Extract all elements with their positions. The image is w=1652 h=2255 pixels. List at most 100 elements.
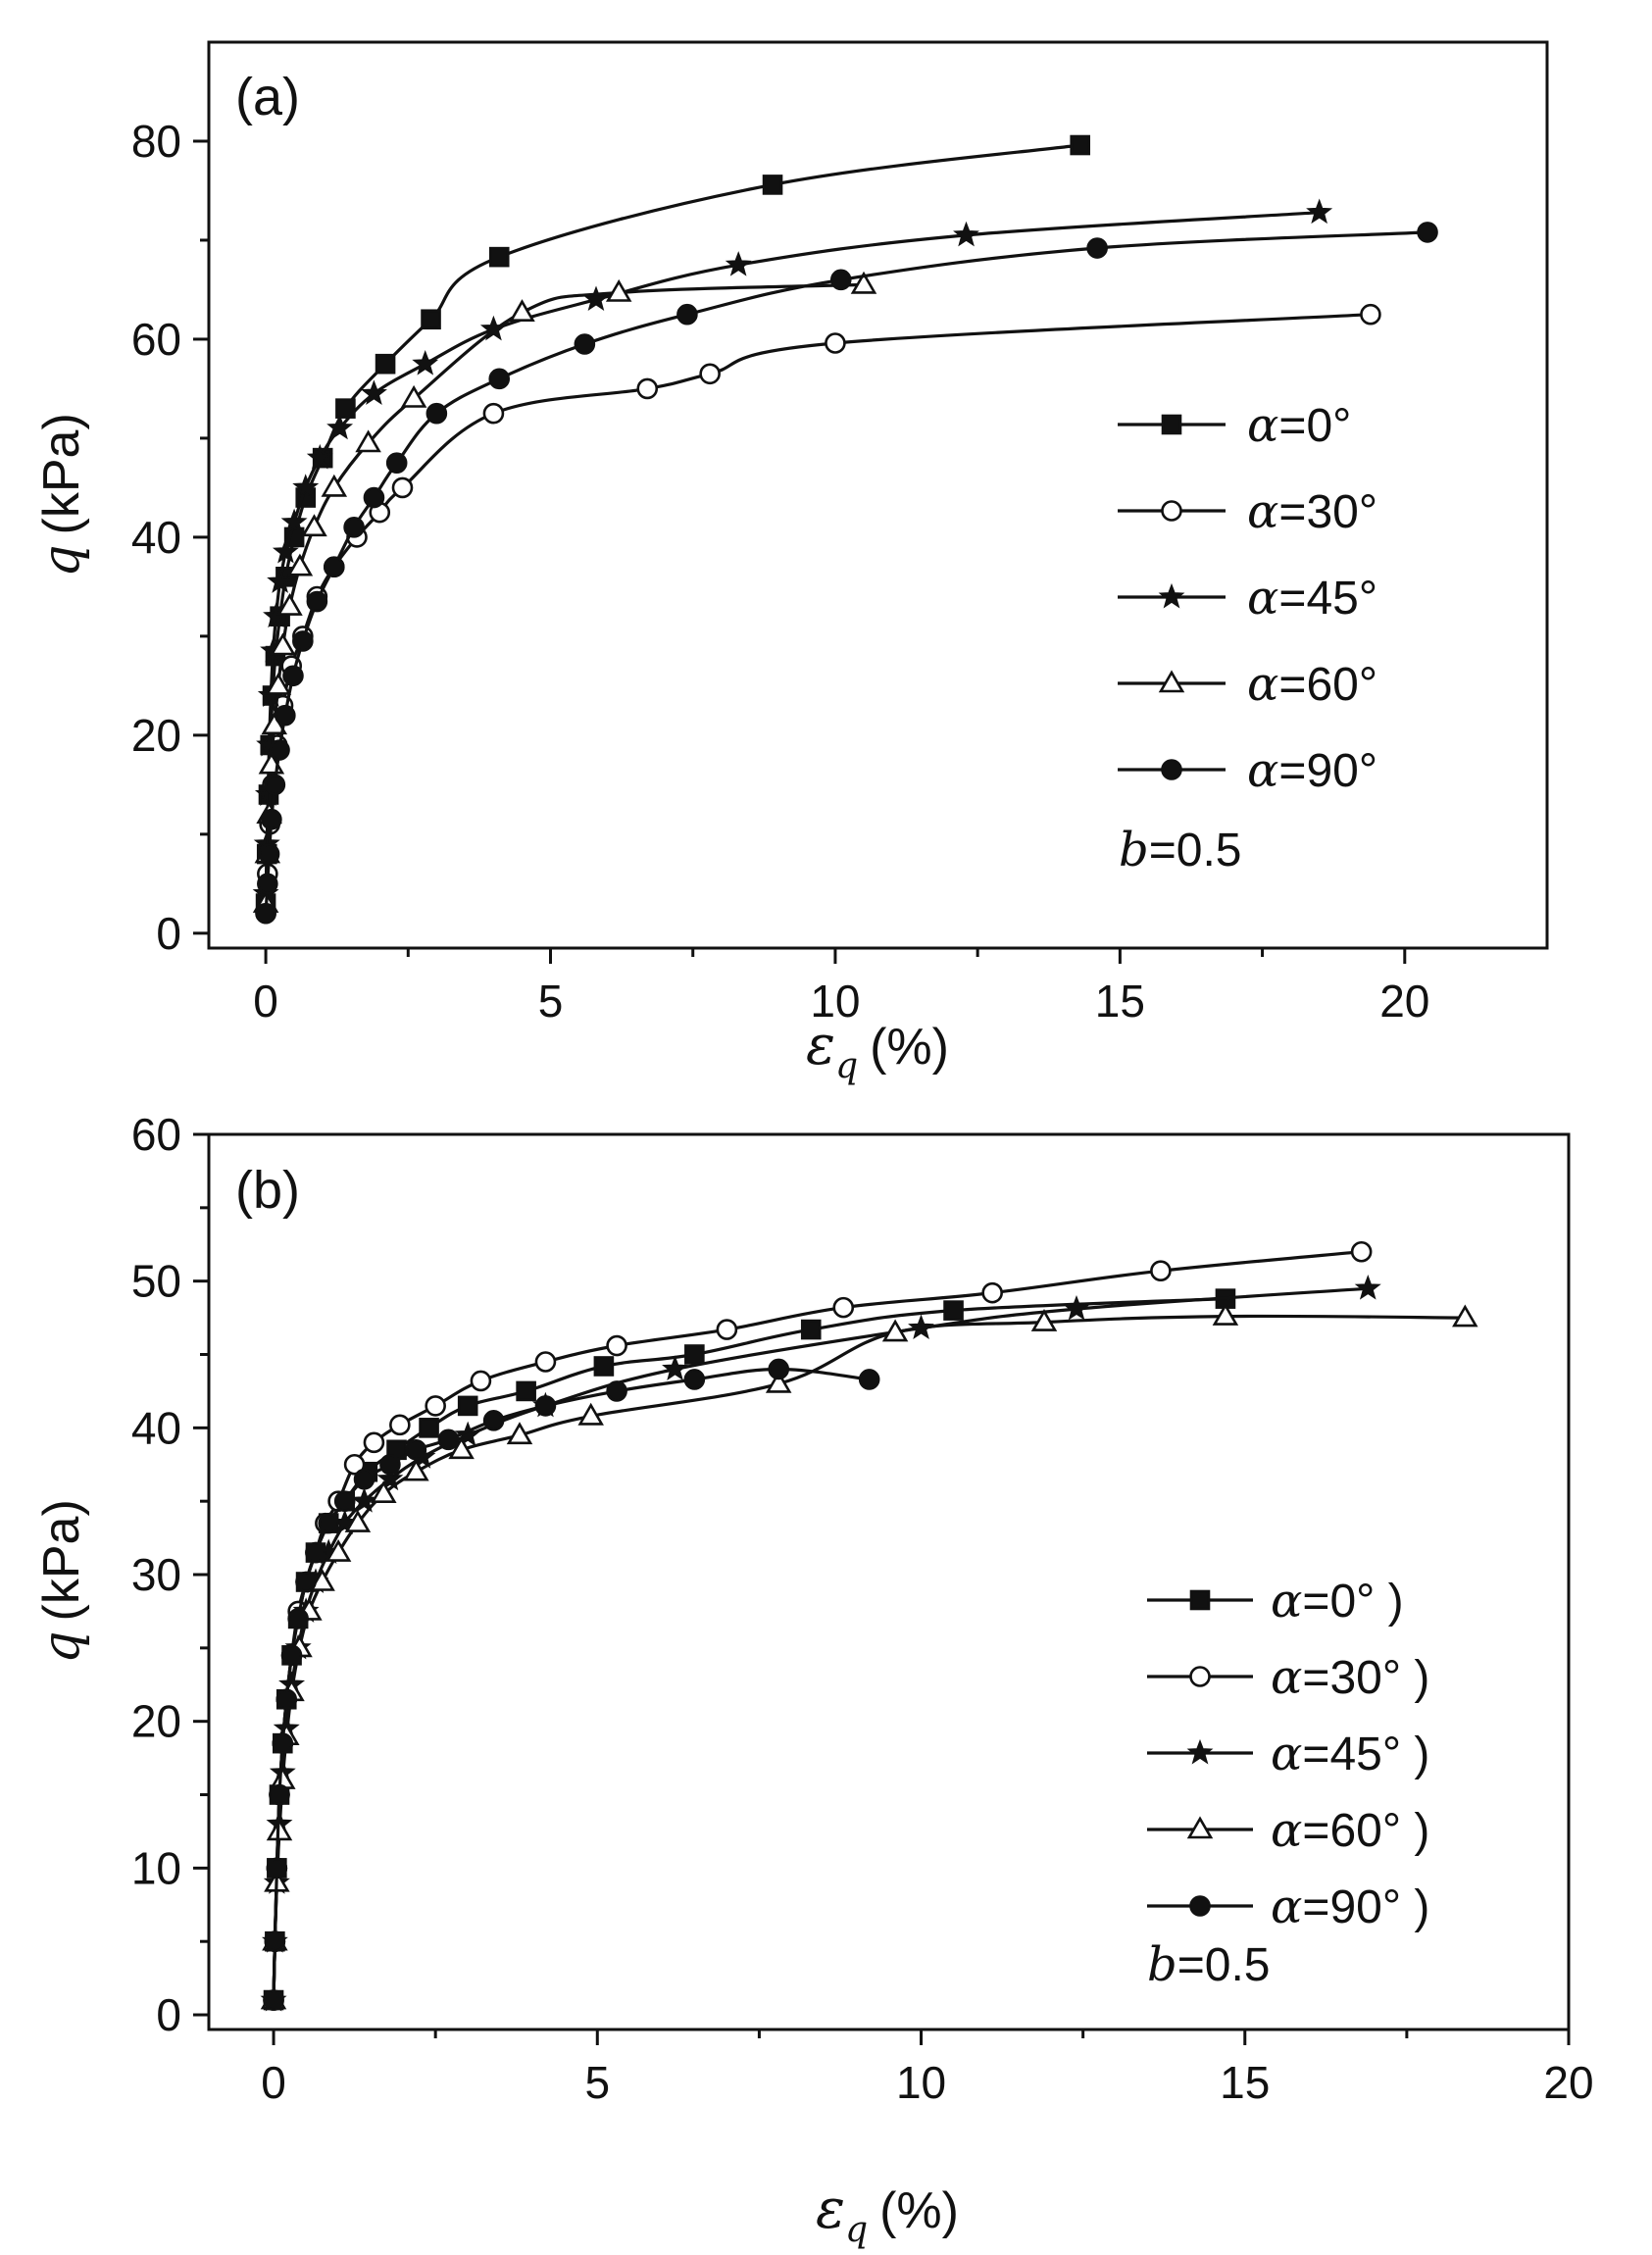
data-point (716, 1319, 738, 1340)
panel-label: (a) (235, 68, 300, 126)
data-point (421, 309, 441, 330)
legend-marker (1189, 1895, 1211, 1917)
data-point (425, 1395, 446, 1417)
y-axis-symbol: q (32, 1630, 91, 1663)
series-90 (255, 222, 1438, 925)
data-point (343, 517, 365, 538)
data-point (363, 486, 385, 509)
data-point (257, 873, 278, 895)
legend-marker (1186, 1738, 1214, 1765)
data-point (454, 1421, 481, 1447)
data-point (333, 1490, 356, 1512)
y-tick-label: 50 (131, 1256, 181, 1307)
panel-label: (b) (235, 1161, 300, 1220)
series-line (272, 1286, 1369, 2001)
legend-value: =45° (1278, 573, 1377, 625)
legend-greek: α (1271, 1727, 1302, 1781)
y-tick-label: 0 (156, 908, 181, 959)
data-point (1350, 1240, 1373, 1263)
y-axis-label: q (kPa) (32, 413, 91, 577)
data-point (343, 1453, 366, 1476)
data-point (379, 1453, 401, 1476)
data-point (275, 1688, 298, 1711)
x-tick-label: 20 (1379, 976, 1429, 1027)
data-point (305, 1541, 326, 1564)
series-line (264, 282, 865, 904)
x-tick-label: 5 (584, 2057, 610, 2108)
legend-greek: α (1247, 484, 1278, 539)
y-axis-unit: (kPa) (33, 413, 90, 534)
data-point (1063, 1294, 1090, 1321)
series-line (272, 1250, 1362, 2001)
data-point (309, 1568, 335, 1591)
data-point (636, 377, 659, 400)
y-tick-label: 10 (131, 1842, 181, 1893)
data-point (318, 1512, 339, 1534)
legend-value: =0° (1278, 400, 1351, 452)
data-point (275, 704, 296, 727)
y-axis-label: q (kPa) (32, 1499, 91, 1664)
legend-marker (1161, 500, 1182, 522)
data-point (344, 1510, 372, 1532)
data-point (376, 1465, 404, 1491)
data-point (267, 568, 294, 593)
legend-value: =30° (1278, 486, 1377, 538)
legend-value: =90° ) (1302, 1881, 1429, 1933)
data-point (953, 221, 979, 247)
x-tick-label: 15 (1095, 976, 1145, 1027)
series-30 (263, 1240, 1373, 2011)
data-point (287, 1608, 309, 1629)
data-point (829, 269, 852, 291)
data-point (363, 1431, 385, 1454)
b-symbol: b (1119, 823, 1149, 877)
series-45 (260, 1275, 1381, 2012)
data-point (426, 402, 448, 425)
data-point (419, 1418, 439, 1438)
data-point (412, 350, 439, 376)
data-point (403, 1458, 429, 1481)
b-value: =0.5 (1149, 825, 1242, 877)
x-axis-label: εq (%) (806, 1014, 949, 1086)
data-point (448, 1436, 475, 1460)
series-0 (263, 1288, 1236, 2011)
data-point (280, 508, 308, 534)
data-point (488, 246, 510, 268)
data-point (405, 1438, 427, 1461)
data-point (582, 285, 610, 312)
x-axis-subscript: q (835, 1046, 858, 1086)
data-point (482, 402, 505, 425)
legend-greek: α (1271, 1803, 1302, 1858)
data-point (263, 1989, 284, 2011)
data-point (335, 398, 356, 419)
x-tick-label: 0 (253, 976, 278, 1027)
data-point (577, 1402, 604, 1426)
data-point (353, 1468, 375, 1490)
legend-label: α=90° ) (1271, 1879, 1429, 1934)
b-symbol: b (1147, 1937, 1177, 1992)
series-line (272, 1297, 1226, 2001)
data-point (306, 443, 333, 470)
legend-entry: α=90° (1118, 743, 1377, 798)
legend-entry: α=0° (1118, 398, 1351, 453)
legend-label: α=90° (1247, 743, 1377, 798)
x-axis-label: εq (%) (816, 2178, 959, 2250)
data-point (825, 332, 846, 354)
data-point (258, 843, 280, 865)
legend-marker (1161, 759, 1182, 780)
data-point (437, 1428, 460, 1451)
x-tick-label: 0 (261, 2057, 286, 2108)
legend-label: α=45° ) (1271, 1727, 1429, 1781)
data-point (574, 333, 596, 355)
series-45 (252, 198, 1333, 905)
legend-entry: α=60° ) (1147, 1803, 1429, 1858)
data-point (676, 303, 698, 326)
data-point (850, 271, 877, 294)
data-point (1354, 1275, 1381, 1300)
legend-greek: α (1271, 1574, 1302, 1629)
legend-value: =0° ) (1302, 1576, 1403, 1628)
legend-label: α=30° (1247, 484, 1377, 539)
legend-value: =45° ) (1302, 1729, 1429, 1780)
data-point (762, 175, 783, 195)
data-point (321, 474, 348, 497)
